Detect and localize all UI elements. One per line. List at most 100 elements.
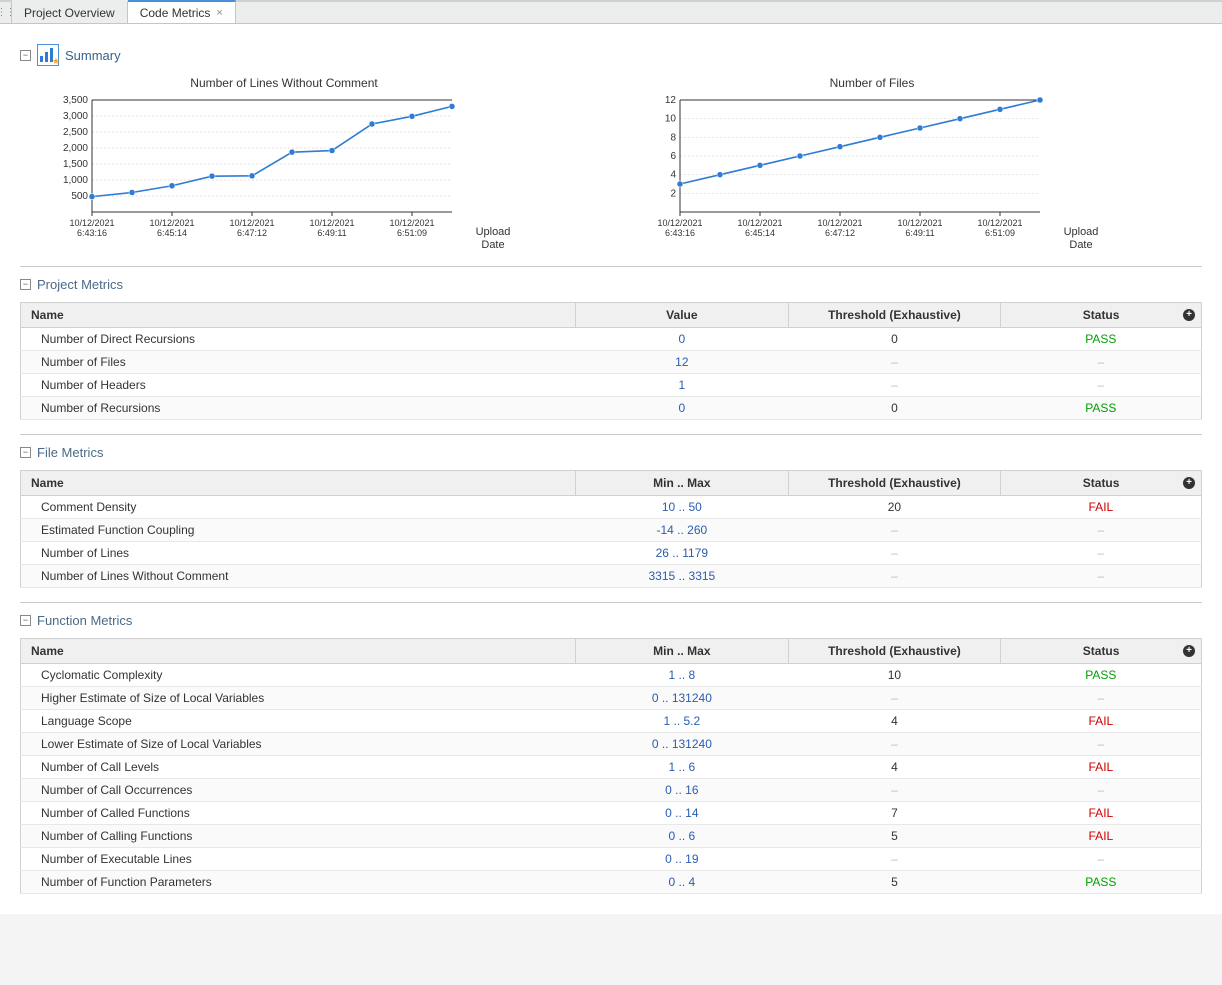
- svg-text:6:45:14: 6:45:14: [157, 228, 187, 238]
- table-row[interactable]: Number of Called Functions0 .. 147FAIL: [21, 802, 1202, 825]
- table-row[interactable]: Estimated Function Coupling-14 .. 260––: [21, 519, 1202, 542]
- metric-name: Number of Recursions: [21, 397, 576, 420]
- metric-value[interactable]: 1 .. 5.2: [576, 710, 789, 733]
- column-label: Status: [1083, 476, 1120, 490]
- metric-name: Number of Calling Functions: [21, 825, 576, 848]
- table-row[interactable]: Number of Direct Recursions00PASS: [21, 328, 1202, 351]
- tab-label: Code Metrics: [140, 6, 211, 20]
- metric-value[interactable]: -14 .. 260: [576, 519, 789, 542]
- divider: [20, 434, 1202, 435]
- svg-text:10/12/2021: 10/12/2021: [69, 218, 114, 228]
- column-header[interactable]: Name: [21, 639, 576, 664]
- tab-label: Project Overview: [24, 6, 115, 20]
- metric-threshold: 0: [788, 328, 1001, 351]
- metric-value[interactable]: 0 .. 14: [576, 802, 789, 825]
- column-header[interactable]: Status+: [1001, 303, 1202, 328]
- svg-text:3,000: 3,000: [63, 111, 88, 122]
- collapse-icon[interactable]: −: [20, 447, 31, 458]
- column-label: Min .. Max: [653, 476, 710, 490]
- table-row[interactable]: Number of Function Parameters0 .. 45PASS: [21, 871, 1202, 894]
- metric-threshold: –: [788, 351, 1001, 374]
- table-row[interactable]: Number of Files12––: [21, 351, 1202, 374]
- svg-text:10/12/2021: 10/12/2021: [817, 218, 862, 228]
- column-header[interactable]: Threshold (Exhaustive): [788, 471, 1001, 496]
- metric-value[interactable]: 3315 .. 3315: [576, 565, 789, 588]
- column-header[interactable]: Threshold (Exhaustive): [788, 639, 1001, 664]
- metric-threshold: –: [788, 733, 1001, 756]
- svg-text:10/12/2021: 10/12/2021: [229, 218, 274, 228]
- metric-status: –: [1001, 733, 1202, 756]
- svg-text:2,000: 2,000: [63, 143, 88, 154]
- add-column-icon[interactable]: +: [1183, 309, 1195, 321]
- close-icon[interactable]: ×: [216, 7, 222, 19]
- metric-threshold: 10: [788, 664, 1001, 687]
- column-header[interactable]: Min .. Max: [576, 639, 789, 664]
- table-row[interactable]: Number of Call Occurrences0 .. 16––: [21, 779, 1202, 802]
- metric-value[interactable]: 0 .. 19: [576, 848, 789, 871]
- tab-code-metrics[interactable]: Code Metrics ×: [128, 0, 236, 23]
- add-column-icon[interactable]: +: [1183, 477, 1195, 489]
- metric-value[interactable]: 0: [576, 328, 789, 351]
- collapse-icon[interactable]: −: [20, 50, 31, 61]
- column-header[interactable]: Min .. Max: [576, 471, 789, 496]
- metric-value[interactable]: 0 .. 4: [576, 871, 789, 894]
- tab-grip-icon[interactable]: ⋮⋮: [0, 2, 12, 23]
- metric-value[interactable]: 10 .. 50: [576, 496, 789, 519]
- column-label: Min .. Max: [653, 644, 710, 658]
- section-function-head: − Function Metrics: [20, 613, 1202, 628]
- metric-value[interactable]: 0 .. 6: [576, 825, 789, 848]
- metric-value[interactable]: 0: [576, 397, 789, 420]
- metric-name: Number of Executable Lines: [21, 848, 576, 871]
- metric-status: FAIL: [1001, 710, 1202, 733]
- column-header[interactable]: Threshold (Exhaustive): [788, 303, 1001, 328]
- svg-text:10/12/2021: 10/12/2021: [309, 218, 354, 228]
- chart-lines-without-comment: Number of Lines Without Comment 5001,000…: [50, 76, 518, 252]
- table-row[interactable]: Higher Estimate of Size of Local Variabl…: [21, 687, 1202, 710]
- table-row[interactable]: Comment Density10 .. 5020FAIL: [21, 496, 1202, 519]
- metric-value[interactable]: 1: [576, 374, 789, 397]
- table-row[interactable]: Number of Call Levels1 .. 64FAIL: [21, 756, 1202, 779]
- metric-status: PASS: [1001, 397, 1202, 420]
- table-row[interactable]: Language Scope1 .. 5.24FAIL: [21, 710, 1202, 733]
- svg-text:8: 8: [670, 132, 676, 143]
- tab-bar: ⋮⋮ Project Overview Code Metrics ×: [0, 0, 1222, 24]
- metric-value[interactable]: 0 .. 16: [576, 779, 789, 802]
- svg-text:6:47:12: 6:47:12: [825, 228, 855, 238]
- chart-canvas: 2468101210/12/20216:43:1610/12/20216:45:…: [638, 96, 1048, 246]
- add-column-icon[interactable]: +: [1183, 645, 1195, 657]
- svg-text:10: 10: [665, 114, 677, 125]
- tab-project-overview[interactable]: Project Overview: [12, 0, 128, 23]
- table-row[interactable]: Number of Calling Functions0 .. 65FAIL: [21, 825, 1202, 848]
- column-header[interactable]: Name: [21, 303, 576, 328]
- table-row[interactable]: Number of Recursions00PASS: [21, 397, 1202, 420]
- metric-value[interactable]: 0 .. 131240: [576, 687, 789, 710]
- svg-text:10/12/2021: 10/12/2021: [149, 218, 194, 228]
- metric-value[interactable]: 1 .. 8: [576, 664, 789, 687]
- metric-value[interactable]: 12: [576, 351, 789, 374]
- metric-name: Number of Direct Recursions: [21, 328, 576, 351]
- table-row[interactable]: Number of Headers1––: [21, 374, 1202, 397]
- metric-threshold: –: [788, 519, 1001, 542]
- metric-value[interactable]: 26 .. 1179: [576, 542, 789, 565]
- column-header[interactable]: Value: [576, 303, 789, 328]
- section-title: Function Metrics: [37, 613, 132, 628]
- collapse-icon[interactable]: −: [20, 615, 31, 626]
- metric-value[interactable]: 0 .. 131240: [576, 733, 789, 756]
- column-header[interactable]: Name: [21, 471, 576, 496]
- collapse-icon[interactable]: −: [20, 279, 31, 290]
- metric-threshold: 7: [788, 802, 1001, 825]
- svg-text:1,000: 1,000: [63, 175, 88, 186]
- table-row[interactable]: Cyclomatic Complexity1 .. 810PASS: [21, 664, 1202, 687]
- table-row[interactable]: Number of Lines26 .. 1179––: [21, 542, 1202, 565]
- column-header[interactable]: Status +: [1001, 471, 1202, 496]
- metric-threshold: 0: [788, 397, 1001, 420]
- table-row[interactable]: Number of Lines Without Comment3315 .. 3…: [21, 565, 1202, 588]
- table-row[interactable]: Number of Executable Lines0 .. 19––: [21, 848, 1202, 871]
- chart-number-of-files: Number of Files 2468101210/12/20216:43:1…: [638, 76, 1106, 252]
- metric-value[interactable]: 1 .. 6: [576, 756, 789, 779]
- column-header[interactable]: Status+: [1001, 639, 1202, 664]
- section-title: File Metrics: [37, 445, 103, 460]
- table-row[interactable]: Lower Estimate of Size of Local Variable…: [21, 733, 1202, 756]
- metric-name: Higher Estimate of Size of Local Variabl…: [21, 687, 576, 710]
- svg-text:10/12/2021: 10/12/2021: [657, 218, 702, 228]
